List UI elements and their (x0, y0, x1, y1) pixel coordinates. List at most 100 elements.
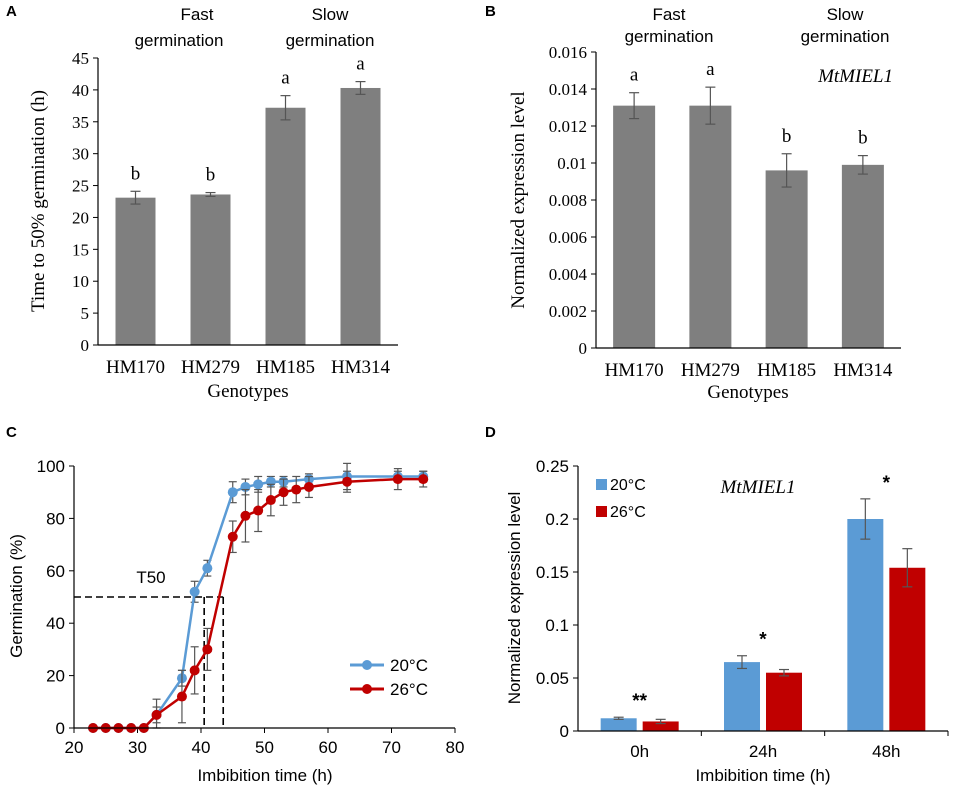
series-26c-point (176, 691, 187, 702)
x-axis-title: Imbibition time (h) (695, 766, 830, 785)
series-26c-point (392, 474, 403, 485)
x-tick-label: HM279 (681, 360, 740, 381)
significance-letter: a (281, 68, 290, 89)
x-tick-label: HM314 (833, 360, 893, 381)
series-26c-point (202, 644, 213, 655)
x-axis-title: Genotypes (707, 382, 788, 403)
y-tick-label: 0.008 (549, 191, 587, 210)
significance-letter: a (356, 54, 365, 75)
significance-letter: b (206, 165, 216, 186)
legend-label-20c: 20°C (390, 656, 428, 675)
y-tick-label: 0.25 (536, 457, 569, 476)
y-tick-label: 15 (72, 240, 89, 259)
x-tick-label: 60 (319, 738, 338, 757)
x-tick-label: 20 (65, 738, 84, 757)
significance-mark: ** (632, 691, 647, 712)
group-label-slow-line2: germination (801, 27, 890, 46)
series-20c-point (253, 479, 264, 490)
y-tick-label: 40 (46, 614, 65, 633)
series-26c-point (303, 481, 314, 492)
y-tick-label: 45 (72, 49, 89, 68)
y-tick-label: 0.2 (545, 510, 569, 529)
panel-b: B Fast germination Slow germination MtMI… (485, 3, 901, 403)
bar-hm314 (841, 164, 884, 348)
legend: 20°C 26°C (350, 656, 428, 699)
significance-letter: a (706, 59, 715, 80)
bars: a HM170 a HM279 b HM185 b HM314 (605, 59, 893, 381)
y-tick-label: 80 (46, 509, 65, 528)
x-tick-label: HM279 (181, 357, 240, 378)
bar-24h-20c (724, 662, 760, 731)
y-tick-label: 0 (81, 336, 90, 355)
y-axis-title: Time to 50% germination (h) (28, 90, 49, 312)
legend-swatch-20c (596, 479, 607, 490)
legend-label-26c: 26°C (390, 680, 428, 699)
significance-letter: b (131, 163, 141, 184)
bars: ** 0h * 24h * 48h (600, 473, 926, 761)
series-26c-point (342, 476, 353, 487)
bar-0h-26c (642, 721, 679, 731)
y-tick-label: 5 (81, 304, 90, 323)
t50-guides (74, 596, 225, 728)
group-label-slow-line1: Slow (312, 5, 350, 24)
x-tick-label: 80 (446, 738, 465, 757)
y-axis-title: Normalized expression level (505, 492, 524, 705)
series-26c-point (278, 487, 289, 498)
bar-24h-26c (766, 672, 802, 731)
y-ticks: 0 5 10 15 20 25 30 35 40 45 (72, 49, 98, 355)
legend-swatch-26c (596, 506, 607, 517)
bars: b HM170 b HM279 a HM185 a HM314 (106, 54, 391, 378)
y-axis-title: Normalized expression level (508, 91, 529, 308)
bar-0h-20c (600, 718, 637, 731)
y-ticks: 0 0.05 0.1 0.15 0.2 0.25 (536, 457, 949, 741)
y-tick-label: 0 (560, 722, 569, 741)
series-lines (88, 462, 429, 733)
series-26c-point (189, 665, 200, 676)
x-axis-title: Genotypes (207, 381, 288, 402)
significance-letter: b (858, 128, 868, 149)
y-tick-label: 10 (72, 272, 89, 291)
significance-letter: b (782, 126, 792, 147)
series-26c-point (291, 484, 302, 495)
x-tick-label: HM170 (605, 360, 664, 381)
legend-label-20c: 20°C (610, 477, 646, 494)
significance-letter: a (630, 65, 639, 86)
group-label-slow-line2: germination (286, 31, 375, 50)
significance-mark: * (759, 630, 767, 651)
y-tick-label: 20 (46, 667, 65, 686)
group-label-fast-line1: Fast (180, 5, 213, 24)
panel-letter-d: D (485, 424, 496, 441)
x-tick-label: 24h (749, 742, 777, 761)
x-tick-label: 0h (630, 742, 649, 761)
y-tick-label: 0.014 (549, 80, 588, 99)
y-tick-label: 35 (72, 113, 89, 132)
panel-letter-a: A (6, 3, 17, 20)
gene-label: MtMIEL1 (720, 477, 796, 498)
panel-a: A Fast germination Slow germination 0 5 10… (6, 3, 398, 402)
y-tick-label: 40 (72, 81, 89, 100)
bar-hm170 (613, 105, 656, 349)
group-label-fast-line2: germination (625, 27, 714, 46)
x-tick-label: 30 (128, 738, 147, 757)
significance-mark: * (883, 473, 891, 494)
y-tick-label: 0 (56, 719, 65, 738)
series-20c-point (189, 586, 200, 597)
x-tick-label: HM185 (256, 357, 315, 378)
y-tick-label: 0.006 (549, 228, 587, 247)
x-tick-label: HM314 (331, 357, 391, 378)
bar-48h-20c (847, 519, 884, 731)
bar-hm170 (115, 197, 156, 345)
legend: 20°C 26°C (596, 477, 646, 521)
series-26c-point (227, 531, 238, 542)
y-tick-label: 0.004 (549, 265, 588, 284)
y-tick-label: 0.01 (557, 154, 587, 173)
series-26c-point (418, 474, 429, 485)
x-axis-title: Imbibition time (h) (197, 766, 332, 785)
y-tick-label: 0.15 (536, 563, 569, 582)
t50-label: T50 (136, 568, 165, 587)
group-label-fast-line2: germination (135, 31, 224, 50)
bar-hm279 (190, 194, 231, 345)
legend-label-26c: 26°C (610, 504, 646, 521)
y-tick-label: 100 (37, 457, 65, 476)
